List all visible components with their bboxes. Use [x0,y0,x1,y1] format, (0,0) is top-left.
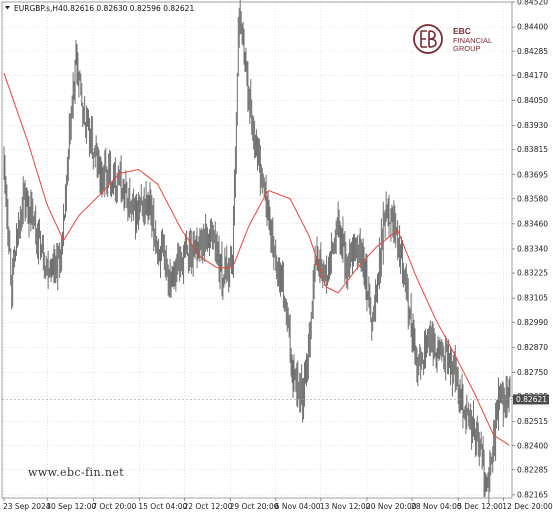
logo-line-3: GROUP [453,44,481,53]
y-tick-label: 0.83340 [517,245,548,254]
y-tick-label: 0.83695 [517,170,548,179]
price-series [3,0,511,505]
x-tick-label: 20 Nov 20:00 [366,502,417,511]
y-tick-label: 0.84170 [517,71,548,80]
x-tick-label: 5 Dec 12:00 [457,502,503,511]
x-tick-label: 30 Sep 12:00 [46,502,96,511]
y-tick-label: 0.82750 [517,368,548,377]
logo-ring-icon [413,24,443,54]
y-tick-label: 0.84520 [517,0,548,7]
y-tick-label: 0.82990 [517,318,548,327]
watermark-url: www.ebc-fin.net [28,466,124,479]
x-tick-label: 7 Oct 20:00 [92,502,136,511]
x-tick-label: 15 Oct 04:00 [138,502,187,511]
y-tick-label: 0.84050 [517,96,548,105]
last-price-label: 0.82621 [516,395,547,404]
plot-frame [1,1,513,499]
x-tick-label: 28 Nov 04:00 [411,502,462,511]
ebc-logo: EBC FINANCIAL GROUP [413,24,492,54]
dropdown-triangle-icon[interactable] [5,6,10,10]
symbol-label: EURGBP.s,H4 [14,4,63,13]
y-tick-label: 0.82285 [517,465,548,474]
y-tick-label: 0.83460 [517,219,548,228]
x-tick-label: 12 Dec 20:00 [502,502,553,511]
y-tick-label: 0.83225 [517,269,548,278]
x-tick-label: 6 Nov 04:00 [275,502,321,511]
y-tick-label: 0.84400 [517,23,548,32]
logo-monogram-icon [420,30,437,48]
last-price-tag: 0.82621 [513,394,549,405]
logo-line-1: EBC [453,26,471,36]
moving-average-line [3,73,510,446]
logo-line-2: FINANCIAL [453,36,492,45]
x-tick-label: 23 Sep 2024 [3,502,51,511]
chart-grid [2,1,512,498]
y-tick-label: 0.82515 [517,417,548,426]
price-axis: 0.84520 0.84400 0.84285 0.84170 0.84050 0.839… [512,0,548,499]
y-tick-label: 0.82165 [517,490,548,499]
y-tick-label: 0.82870 [517,343,548,352]
x-tick-label: 13 Nov 12:00 [320,502,371,511]
y-tick-label: 0.83815 [517,145,548,154]
y-tick-label: 0.83930 [517,121,548,130]
ohlc-values: 0.82616 0.82630 0.82596 0.82621 [63,4,194,13]
y-tick-label: 0.83580 [517,194,548,203]
x-tick-label: 29 Oct 20:00 [230,502,279,511]
x-tick-label: 22 Oct 12:00 [184,502,233,511]
y-tick-label: 0.83105 [517,294,548,303]
y-tick-label: 0.84285 [517,47,548,56]
y-tick-label: 0.82400 [517,441,548,450]
